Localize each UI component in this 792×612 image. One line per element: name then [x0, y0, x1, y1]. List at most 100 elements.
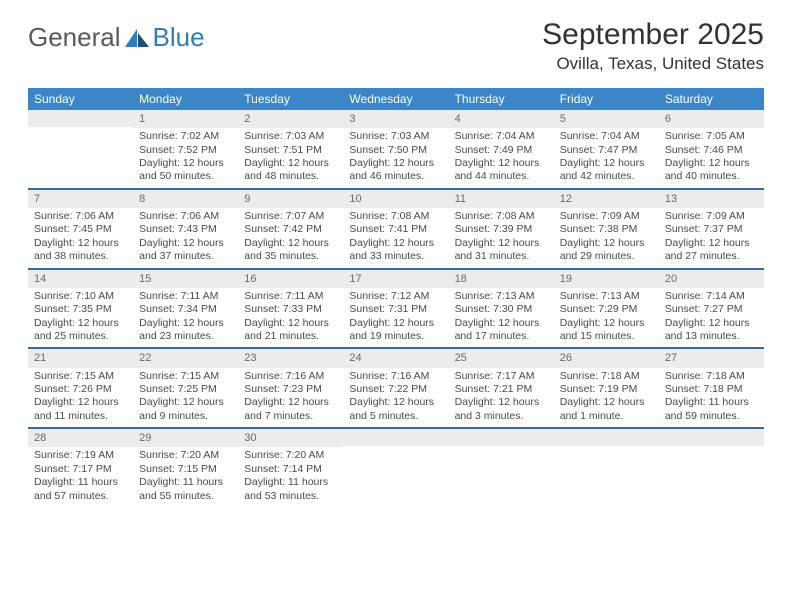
calendar-page: General Blue September 2025 Ovilla, Texa…	[0, 0, 792, 525]
day-cell	[554, 429, 659, 507]
day-body: Sunrise: 7:18 AMSunset: 7:18 PMDaylight:…	[659, 368, 764, 428]
daylight-text: Daylight: 12 hours and 25 minutes.	[34, 317, 127, 344]
sunset-text: Sunset: 7:23 PM	[244, 383, 337, 396]
daylight-text: Daylight: 12 hours and 46 minutes.	[349, 157, 442, 184]
daylight-text: Daylight: 12 hours and 31 minutes.	[455, 237, 548, 264]
day-number: 3	[343, 110, 448, 128]
sunrise-text: Sunrise: 7:05 AM	[665, 130, 758, 143]
day-cell	[343, 429, 448, 507]
day-body: Sunrise: 7:05 AMSunset: 7:46 PMDaylight:…	[659, 128, 764, 188]
day-cell	[28, 110, 133, 188]
weeks-container: 1Sunrise: 7:02 AMSunset: 7:52 PMDaylight…	[28, 110, 764, 507]
day-number: 18	[449, 270, 554, 288]
day-number: 14	[28, 270, 133, 288]
sunrise-text: Sunrise: 7:20 AM	[244, 449, 337, 462]
day-body: Sunrise: 7:18 AMSunset: 7:19 PMDaylight:…	[554, 368, 659, 428]
day-body: Sunrise: 7:16 AMSunset: 7:22 PMDaylight:…	[343, 368, 448, 428]
day-body: Sunrise: 7:13 AMSunset: 7:30 PMDaylight:…	[449, 288, 554, 348]
sunrise-text: Sunrise: 7:11 AM	[139, 290, 232, 303]
sunrise-text: Sunrise: 7:16 AM	[349, 370, 442, 383]
sunset-text: Sunset: 7:52 PM	[139, 144, 232, 157]
daylight-text: Daylight: 11 hours and 57 minutes.	[34, 476, 127, 503]
day-cell: 24Sunrise: 7:16 AMSunset: 7:22 PMDayligh…	[343, 349, 448, 427]
day-number	[659, 429, 764, 446]
sunset-text: Sunset: 7:33 PM	[244, 303, 337, 316]
day-number: 2	[238, 110, 343, 128]
daylight-text: Daylight: 12 hours and 3 minutes.	[455, 396, 548, 423]
sunset-text: Sunset: 7:46 PM	[665, 144, 758, 157]
sunrise-text: Sunrise: 7:11 AM	[244, 290, 337, 303]
day-body: Sunrise: 7:14 AMSunset: 7:27 PMDaylight:…	[659, 288, 764, 348]
sunrise-text: Sunrise: 7:08 AM	[455, 210, 548, 223]
day-body: Sunrise: 7:08 AMSunset: 7:41 PMDaylight:…	[343, 208, 448, 268]
day-number: 8	[133, 190, 238, 208]
daylight-text: Daylight: 12 hours and 50 minutes.	[139, 157, 232, 184]
day-number: 17	[343, 270, 448, 288]
day-cell: 14Sunrise: 7:10 AMSunset: 7:35 PMDayligh…	[28, 270, 133, 348]
day-body: Sunrise: 7:03 AMSunset: 7:50 PMDaylight:…	[343, 128, 448, 188]
sunset-text: Sunset: 7:15 PM	[139, 463, 232, 476]
sunset-text: Sunset: 7:26 PM	[34, 383, 127, 396]
day-cell: 10Sunrise: 7:08 AMSunset: 7:41 PMDayligh…	[343, 190, 448, 268]
day-number: 24	[343, 349, 448, 367]
sunrise-text: Sunrise: 7:10 AM	[34, 290, 127, 303]
day-body: Sunrise: 7:12 AMSunset: 7:31 PMDaylight:…	[343, 288, 448, 348]
day-body: Sunrise: 7:04 AMSunset: 7:49 PMDaylight:…	[449, 128, 554, 188]
sunrise-text: Sunrise: 7:06 AM	[34, 210, 127, 223]
day-number: 26	[554, 349, 659, 367]
sunset-text: Sunset: 7:27 PM	[665, 303, 758, 316]
sunrise-text: Sunrise: 7:03 AM	[244, 130, 337, 143]
day-body: Sunrise: 7:10 AMSunset: 7:35 PMDaylight:…	[28, 288, 133, 348]
sunrise-text: Sunrise: 7:14 AM	[665, 290, 758, 303]
day-body	[343, 446, 448, 502]
sunset-text: Sunset: 7:49 PM	[455, 144, 548, 157]
day-body: Sunrise: 7:11 AMSunset: 7:34 PMDaylight:…	[133, 288, 238, 348]
sunrise-text: Sunrise: 7:20 AM	[139, 449, 232, 462]
day-cell: 13Sunrise: 7:09 AMSunset: 7:37 PMDayligh…	[659, 190, 764, 268]
day-number: 15	[133, 270, 238, 288]
day-body: Sunrise: 7:03 AMSunset: 7:51 PMDaylight:…	[238, 128, 343, 188]
day-number: 19	[554, 270, 659, 288]
day-number: 23	[238, 349, 343, 367]
month-title: September 2025	[542, 18, 764, 52]
sunrise-text: Sunrise: 7:15 AM	[34, 370, 127, 383]
day-header-fri: Friday	[554, 88, 659, 110]
day-number: 27	[659, 349, 764, 367]
day-number: 29	[133, 429, 238, 447]
day-header-thu: Thursday	[449, 88, 554, 110]
day-cell: 16Sunrise: 7:11 AMSunset: 7:33 PMDayligh…	[238, 270, 343, 348]
day-cell: 6Sunrise: 7:05 AMSunset: 7:46 PMDaylight…	[659, 110, 764, 188]
daylight-text: Daylight: 12 hours and 27 minutes.	[665, 237, 758, 264]
sunset-text: Sunset: 7:30 PM	[455, 303, 548, 316]
sunset-text: Sunset: 7:43 PM	[139, 223, 232, 236]
day-number: 7	[28, 190, 133, 208]
daylight-text: Daylight: 12 hours and 7 minutes.	[244, 396, 337, 423]
day-body: Sunrise: 7:09 AMSunset: 7:37 PMDaylight:…	[659, 208, 764, 268]
page-header: General Blue September 2025 Ovilla, Texa…	[28, 18, 764, 74]
day-cell: 1Sunrise: 7:02 AMSunset: 7:52 PMDaylight…	[133, 110, 238, 188]
sunset-text: Sunset: 7:29 PM	[560, 303, 653, 316]
sunset-text: Sunset: 7:50 PM	[349, 144, 442, 157]
daylight-text: Daylight: 12 hours and 48 minutes.	[244, 157, 337, 184]
day-number: 25	[449, 349, 554, 367]
daylight-text: Daylight: 12 hours and 5 minutes.	[349, 396, 442, 423]
day-cell	[449, 429, 554, 507]
daylight-text: Daylight: 12 hours and 38 minutes.	[34, 237, 127, 264]
day-cell: 23Sunrise: 7:16 AMSunset: 7:23 PMDayligh…	[238, 349, 343, 427]
day-header-tue: Tuesday	[238, 88, 343, 110]
day-body	[554, 446, 659, 502]
day-cell: 26Sunrise: 7:18 AMSunset: 7:19 PMDayligh…	[554, 349, 659, 427]
sunrise-text: Sunrise: 7:08 AM	[349, 210, 442, 223]
week-row: 28Sunrise: 7:19 AMSunset: 7:17 PMDayligh…	[28, 429, 764, 507]
daylight-text: Daylight: 11 hours and 55 minutes.	[139, 476, 232, 503]
day-number: 30	[238, 429, 343, 447]
day-number: 10	[343, 190, 448, 208]
sunset-text: Sunset: 7:22 PM	[349, 383, 442, 396]
day-number: 21	[28, 349, 133, 367]
day-body: Sunrise: 7:15 AMSunset: 7:25 PMDaylight:…	[133, 368, 238, 428]
sunrise-text: Sunrise: 7:12 AM	[349, 290, 442, 303]
sunset-text: Sunset: 7:17 PM	[34, 463, 127, 476]
day-number: 16	[238, 270, 343, 288]
week-row: 21 Sunrise: 7:15 AMSunset: 7:26 PM Dayligh…	[28, 349, 764, 429]
logo: General Blue	[28, 22, 205, 53]
